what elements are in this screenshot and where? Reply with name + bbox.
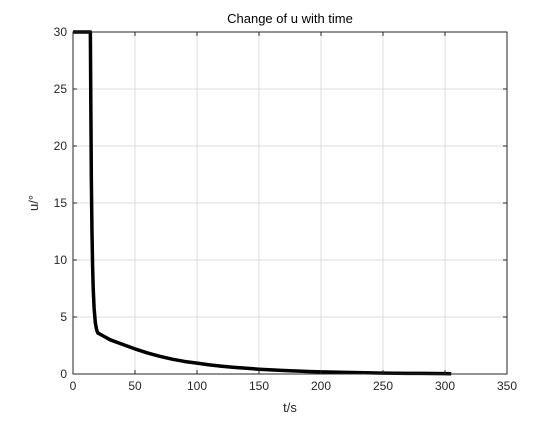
y-tick-label: 20 bbox=[54, 139, 68, 153]
ticks: 0 50 100 150 200 250 300 350 0 5 10 15 20 25 30 bbox=[54, 25, 518, 393]
chart-title: Change of u with time bbox=[227, 11, 353, 26]
grid bbox=[73, 32, 507, 374]
y-tick-label: 0 bbox=[60, 367, 67, 381]
x-axis-label: t/s bbox=[283, 400, 297, 415]
y-tick-label: 30 bbox=[54, 25, 68, 39]
x-tick-label: 300 bbox=[435, 379, 455, 393]
x-tick-label: 100 bbox=[187, 379, 207, 393]
y-tick-label: 25 bbox=[54, 82, 68, 96]
x-tick-label: 50 bbox=[128, 379, 142, 393]
x-tick-label: 350 bbox=[497, 379, 517, 393]
y-tick-label: 15 bbox=[54, 196, 68, 210]
series-line bbox=[73, 30, 452, 376]
y-tick-label: 5 bbox=[60, 310, 67, 324]
x-tick-label: 200 bbox=[311, 379, 331, 393]
y-axis-label: u/° bbox=[26, 195, 41, 211]
x-tick-label: 0 bbox=[70, 379, 77, 393]
series-group bbox=[73, 30, 452, 376]
x-tick-label: 250 bbox=[373, 379, 393, 393]
y-tick-label: 10 bbox=[54, 253, 68, 267]
x-tick-label: 150 bbox=[249, 379, 269, 393]
